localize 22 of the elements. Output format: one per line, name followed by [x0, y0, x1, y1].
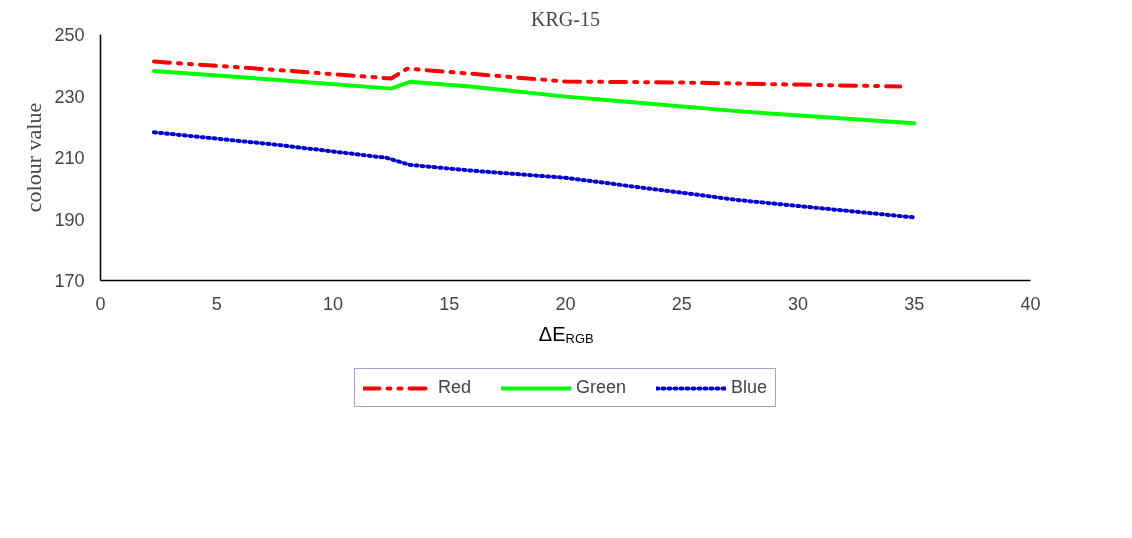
x-tick-label: 30: [787, 293, 809, 314]
y-tick-label: 250: [54, 25, 85, 45]
legend-label: Blue: [731, 377, 768, 398]
legend-label: Red: [437, 377, 471, 398]
y-tick-label: 230: [54, 86, 85, 107]
y-axis-title: colour value: [21, 102, 47, 213]
x-tick-label: 25: [671, 293, 692, 314]
x-tick-label: 5: [211, 293, 222, 314]
y-tick-label: 190: [54, 209, 85, 230]
line-series: [151, 130, 917, 220]
x-tick-label: 35: [904, 293, 925, 314]
legend-label: Green: [575, 377, 627, 398]
x-tick-label: 15: [439, 293, 460, 314]
x-tick-label: 40: [1020, 293, 1041, 314]
x-tick-label: 10: [322, 293, 344, 314]
chart-title: KRG-15: [531, 7, 600, 30]
x-tick-label: 0: [95, 293, 106, 314]
y-tick-label: 210: [54, 148, 85, 168]
x-tick-label: 20: [555, 293, 576, 314]
y-tick-label: 170: [54, 271, 85, 291]
line-series: [151, 69, 917, 126]
line-series: [151, 59, 903, 89]
